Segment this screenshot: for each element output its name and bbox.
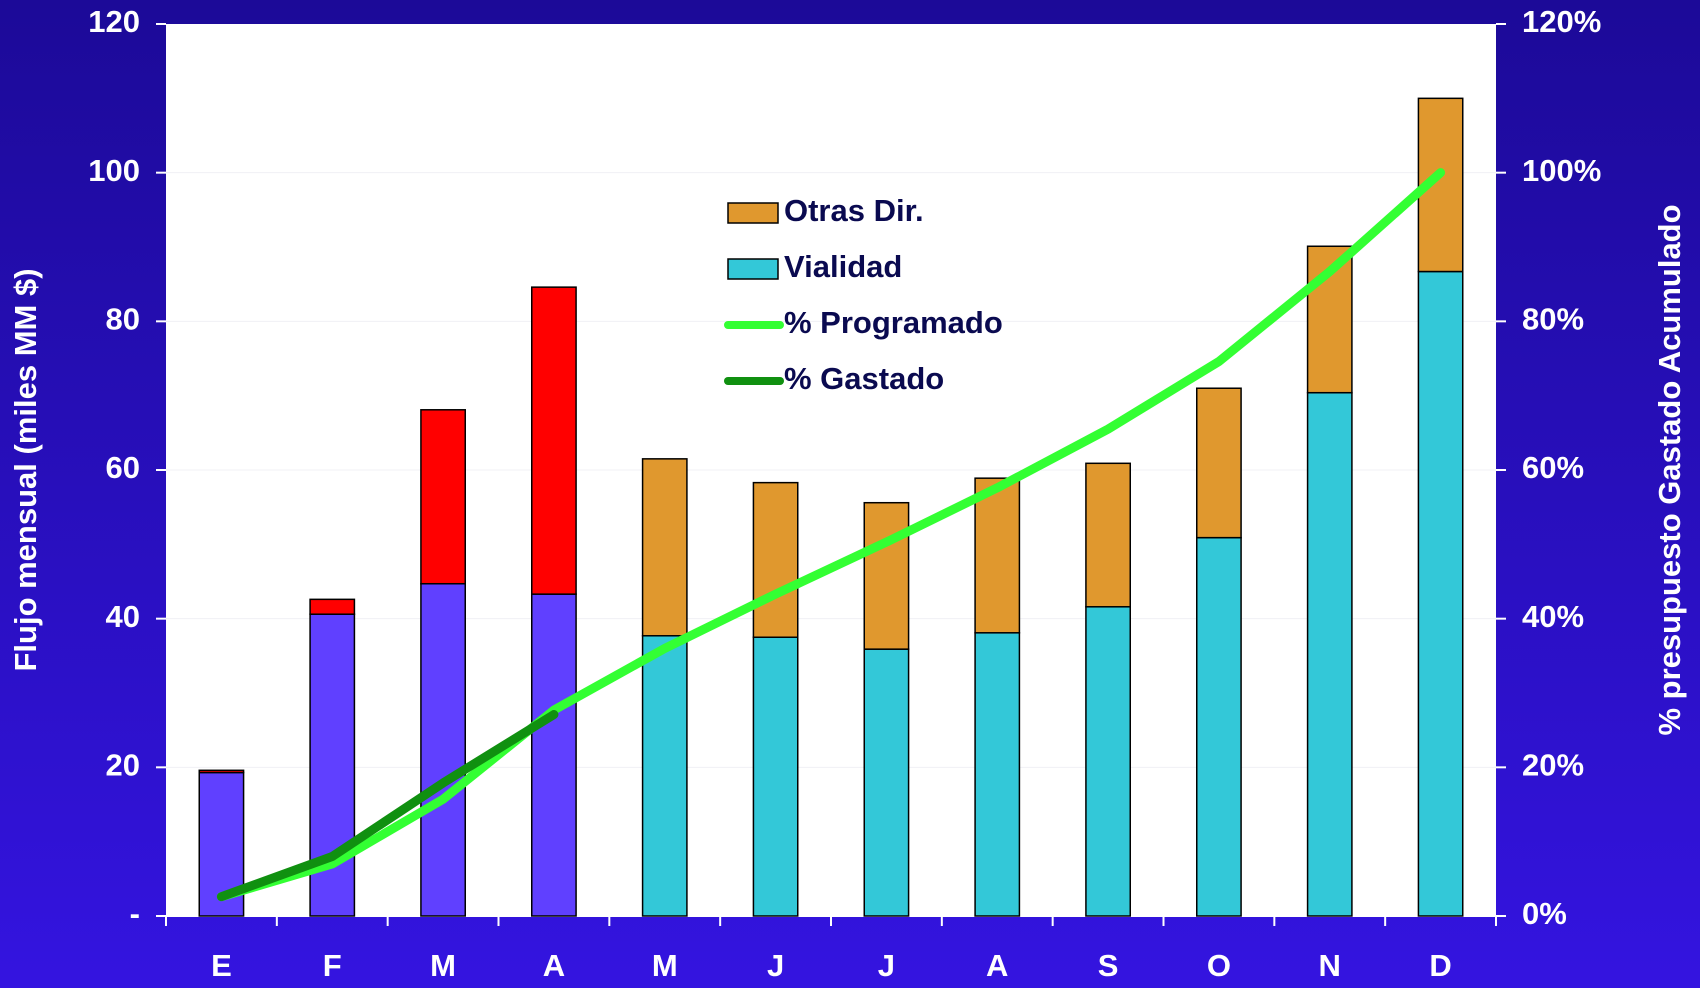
- bar: [974, 477, 1021, 634]
- bar: [641, 458, 688, 637]
- y2-tick-label: 120%: [1522, 4, 1601, 39]
- y2-axis-title: % presupuesto Gastado Acumulado: [1652, 204, 1687, 735]
- x-tick-label: M: [430, 948, 456, 983]
- x-tick-label: E: [211, 948, 232, 983]
- line: [216, 710, 559, 902]
- bar: [420, 409, 466, 585]
- bar: [752, 481, 799, 638]
- y2-tick-label: 0%: [1522, 896, 1567, 931]
- x-tick-label: M: [652, 948, 678, 983]
- y-axis-title: Flujo mensual (miles MM $): [8, 268, 43, 671]
- y2-tick-label: 100%: [1522, 153, 1601, 188]
- bar: [752, 636, 799, 917]
- bar: [1196, 536, 1242, 917]
- bar: [309, 598, 356, 615]
- legend-swatch: [727, 258, 779, 280]
- y-tick-label: 80: [106, 302, 140, 337]
- x-tick-label: J: [767, 948, 784, 983]
- bar: [974, 632, 1021, 917]
- bar: [1196, 387, 1242, 539]
- bar: [531, 286, 577, 595]
- y-tick-label: 40: [106, 599, 140, 634]
- bar: [198, 769, 245, 774]
- line: [216, 168, 1446, 902]
- y2-tick-label: 60%: [1522, 450, 1584, 485]
- y-tick-label: 100: [88, 153, 140, 188]
- y-tick-label: 120: [88, 4, 140, 39]
- y2-tick-label: 20%: [1522, 748, 1584, 783]
- bar: [863, 648, 910, 917]
- bar: [641, 635, 688, 917]
- y-tick-label: 20: [106, 748, 140, 783]
- y2-tick-label: 40%: [1522, 599, 1584, 634]
- x-tick-label: O: [1207, 948, 1231, 983]
- y2-tick-label: 80%: [1522, 302, 1584, 337]
- x-tick-label: S: [1098, 948, 1119, 983]
- x-tick-label: A: [986, 948, 1008, 983]
- legend-label: % Gastado: [784, 361, 944, 396]
- legend-label: Otras Dir.: [784, 193, 924, 228]
- x-tick-label: N: [1319, 948, 1341, 983]
- bar: [531, 593, 577, 917]
- y-tick-label: 60: [106, 450, 140, 485]
- x-tick-label: J: [878, 948, 895, 983]
- bar: [420, 582, 466, 917]
- bar: [1085, 462, 1131, 608]
- legend-swatch: [727, 202, 779, 224]
- x-tick-label: F: [323, 948, 342, 983]
- y-tick-label: -: [130, 896, 140, 931]
- x-tick-label: D: [1429, 948, 1451, 983]
- legend-label: Vialidad: [784, 249, 902, 284]
- x-tick-label: A: [543, 948, 565, 983]
- bar: [1085, 606, 1131, 917]
- bar: [1417, 270, 1464, 917]
- bar: [863, 501, 910, 650]
- legend-label: % Programado: [784, 305, 1003, 340]
- bar: [1306, 391, 1353, 917]
